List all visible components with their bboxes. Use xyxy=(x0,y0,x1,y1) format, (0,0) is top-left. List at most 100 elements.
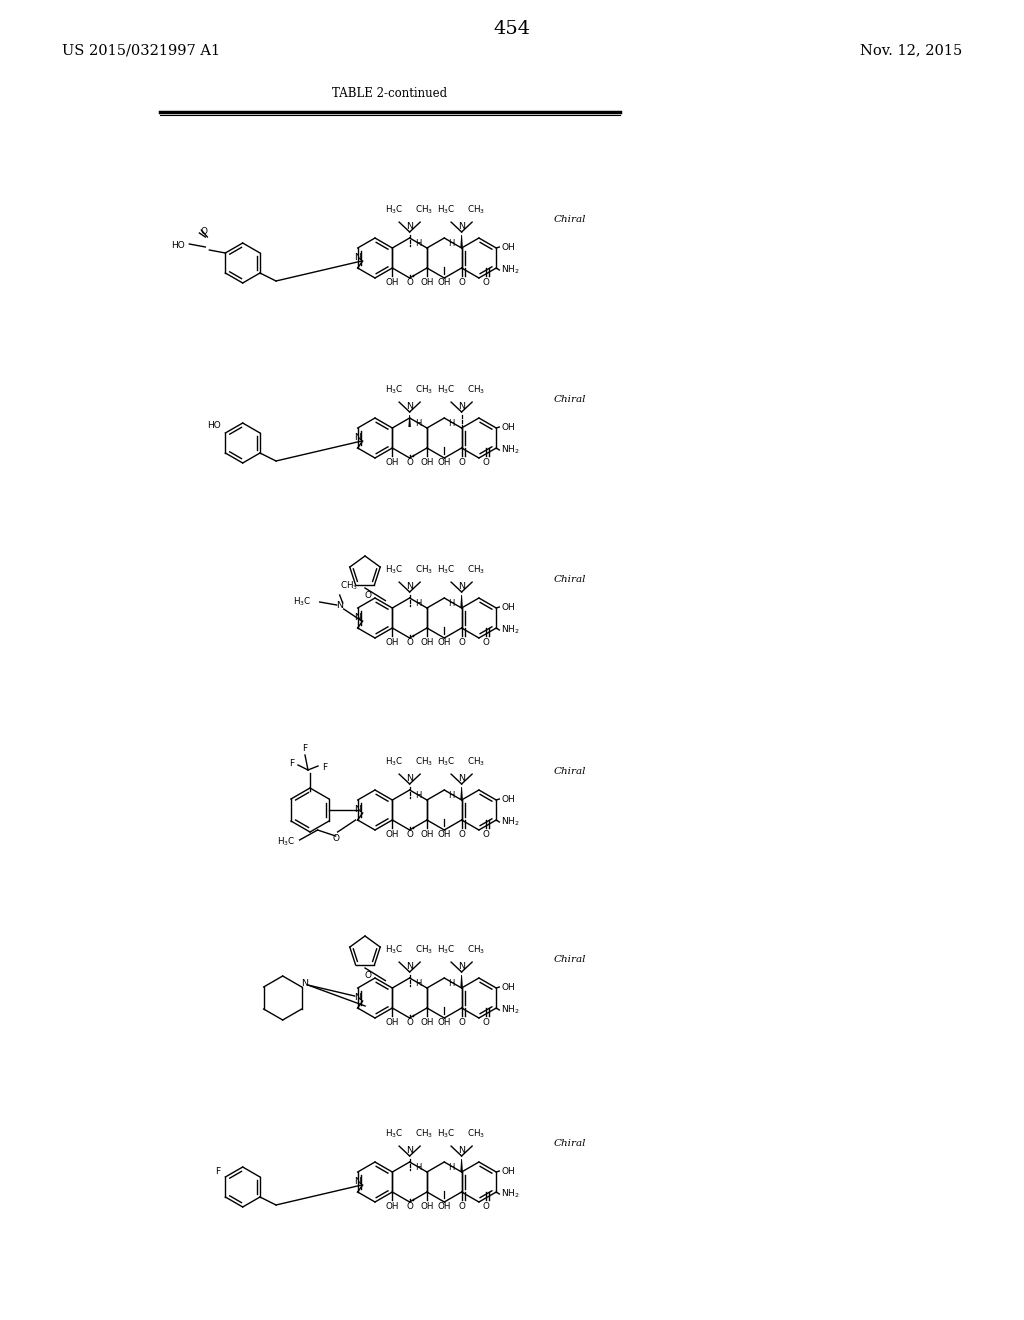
Text: N: N xyxy=(458,774,465,783)
Text: TABLE 2-continued: TABLE 2-continued xyxy=(333,87,447,100)
Text: H$_3$C: H$_3$C xyxy=(385,1129,403,1140)
Text: O: O xyxy=(201,227,208,235)
Polygon shape xyxy=(409,414,411,426)
Text: HO: HO xyxy=(208,421,221,429)
Text: H$_3$C: H$_3$C xyxy=(385,384,403,396)
Text: N: N xyxy=(354,253,361,263)
Text: O: O xyxy=(482,1018,489,1027)
Text: N: N xyxy=(458,222,465,231)
Text: CH$_3$: CH$_3$ xyxy=(416,1129,433,1140)
Text: N: N xyxy=(354,614,361,623)
Text: OH: OH xyxy=(502,795,515,804)
Text: H: H xyxy=(415,791,421,800)
Text: N: N xyxy=(407,582,413,591)
Text: 454: 454 xyxy=(494,20,530,38)
Text: CH$_3$: CH$_3$ xyxy=(416,205,433,216)
Text: OH: OH xyxy=(420,1018,434,1027)
Polygon shape xyxy=(461,975,463,987)
Polygon shape xyxy=(461,1159,463,1171)
Text: OH: OH xyxy=(420,638,434,647)
Text: OH: OH xyxy=(502,602,515,611)
Text: OH: OH xyxy=(437,1203,451,1210)
Text: H: H xyxy=(449,418,455,428)
Text: H$_3$C: H$_3$C xyxy=(437,944,456,957)
Text: H$_3$C: H$_3$C xyxy=(437,205,456,216)
Text: OH: OH xyxy=(386,638,399,647)
Polygon shape xyxy=(461,235,463,247)
Text: N: N xyxy=(407,774,413,783)
Text: OH: OH xyxy=(502,422,515,432)
Text: H$_3$C: H$_3$C xyxy=(437,564,456,577)
Text: O: O xyxy=(365,972,372,979)
Text: O: O xyxy=(482,830,489,840)
Text: H$_3$C: H$_3$C xyxy=(385,564,403,577)
Text: H: H xyxy=(449,598,455,607)
Text: O: O xyxy=(458,830,465,840)
Polygon shape xyxy=(461,595,463,607)
Text: O: O xyxy=(482,279,489,286)
Text: O: O xyxy=(407,638,413,647)
Text: CH$_3$: CH$_3$ xyxy=(467,564,485,577)
Text: OH: OH xyxy=(437,458,451,467)
Text: O: O xyxy=(365,591,372,601)
Text: O: O xyxy=(482,1203,489,1210)
Text: O: O xyxy=(407,1203,413,1210)
Text: N: N xyxy=(354,994,361,1002)
Text: O: O xyxy=(482,458,489,467)
Text: CH$_3$: CH$_3$ xyxy=(416,756,433,768)
Text: O: O xyxy=(458,279,465,286)
Text: H: H xyxy=(449,239,455,248)
Text: H$_3$C: H$_3$C xyxy=(437,756,456,768)
Text: N: N xyxy=(407,962,413,972)
Text: O: O xyxy=(482,638,489,647)
Text: CH$_3$: CH$_3$ xyxy=(467,205,485,216)
Text: O: O xyxy=(458,458,465,467)
Text: CH$_3$: CH$_3$ xyxy=(340,579,357,591)
Text: OH: OH xyxy=(437,638,451,647)
Text: H: H xyxy=(415,239,421,248)
Text: N: N xyxy=(336,602,343,610)
Text: H$_3$C: H$_3$C xyxy=(385,944,403,957)
Polygon shape xyxy=(461,787,463,799)
Text: CH$_3$: CH$_3$ xyxy=(467,756,485,768)
Text: N: N xyxy=(458,582,465,591)
Text: F: F xyxy=(290,759,295,767)
Text: O: O xyxy=(458,1203,465,1210)
Text: NH$_2$: NH$_2$ xyxy=(502,624,520,636)
Text: OH: OH xyxy=(386,830,399,840)
Text: N: N xyxy=(407,222,413,231)
Text: CH$_3$: CH$_3$ xyxy=(416,944,433,957)
Text: H$_3$C: H$_3$C xyxy=(385,756,403,768)
Text: Chiral: Chiral xyxy=(554,956,587,965)
Text: H$_3$C: H$_3$C xyxy=(278,836,296,849)
Text: OH: OH xyxy=(502,243,515,252)
Text: N: N xyxy=(301,978,308,987)
Text: OH: OH xyxy=(437,830,451,840)
Text: Chiral: Chiral xyxy=(554,767,587,776)
Text: N: N xyxy=(458,962,465,972)
Text: O: O xyxy=(458,1018,465,1027)
Text: CH$_3$: CH$_3$ xyxy=(416,384,433,396)
Text: NH$_2$: NH$_2$ xyxy=(502,264,520,276)
Text: H: H xyxy=(449,1163,455,1172)
Text: OH: OH xyxy=(386,279,399,286)
Text: N: N xyxy=(458,403,465,411)
Text: N: N xyxy=(407,403,413,411)
Text: H: H xyxy=(449,978,455,987)
Text: N: N xyxy=(354,433,361,442)
Text: N: N xyxy=(458,1146,465,1155)
Text: OH: OH xyxy=(420,279,434,286)
Text: H: H xyxy=(415,418,421,428)
Text: O: O xyxy=(458,638,465,647)
Text: H$_3$C: H$_3$C xyxy=(385,205,403,216)
Text: Chiral: Chiral xyxy=(554,1139,587,1148)
Text: N: N xyxy=(354,805,361,814)
Text: H: H xyxy=(415,598,421,607)
Text: OH: OH xyxy=(502,982,515,991)
Text: O: O xyxy=(407,1018,413,1027)
Text: O: O xyxy=(332,834,339,843)
Text: H: H xyxy=(415,1163,421,1172)
Text: NH$_2$: NH$_2$ xyxy=(502,444,520,457)
Text: F: F xyxy=(215,1167,220,1176)
Text: CH$_3$: CH$_3$ xyxy=(416,564,433,577)
